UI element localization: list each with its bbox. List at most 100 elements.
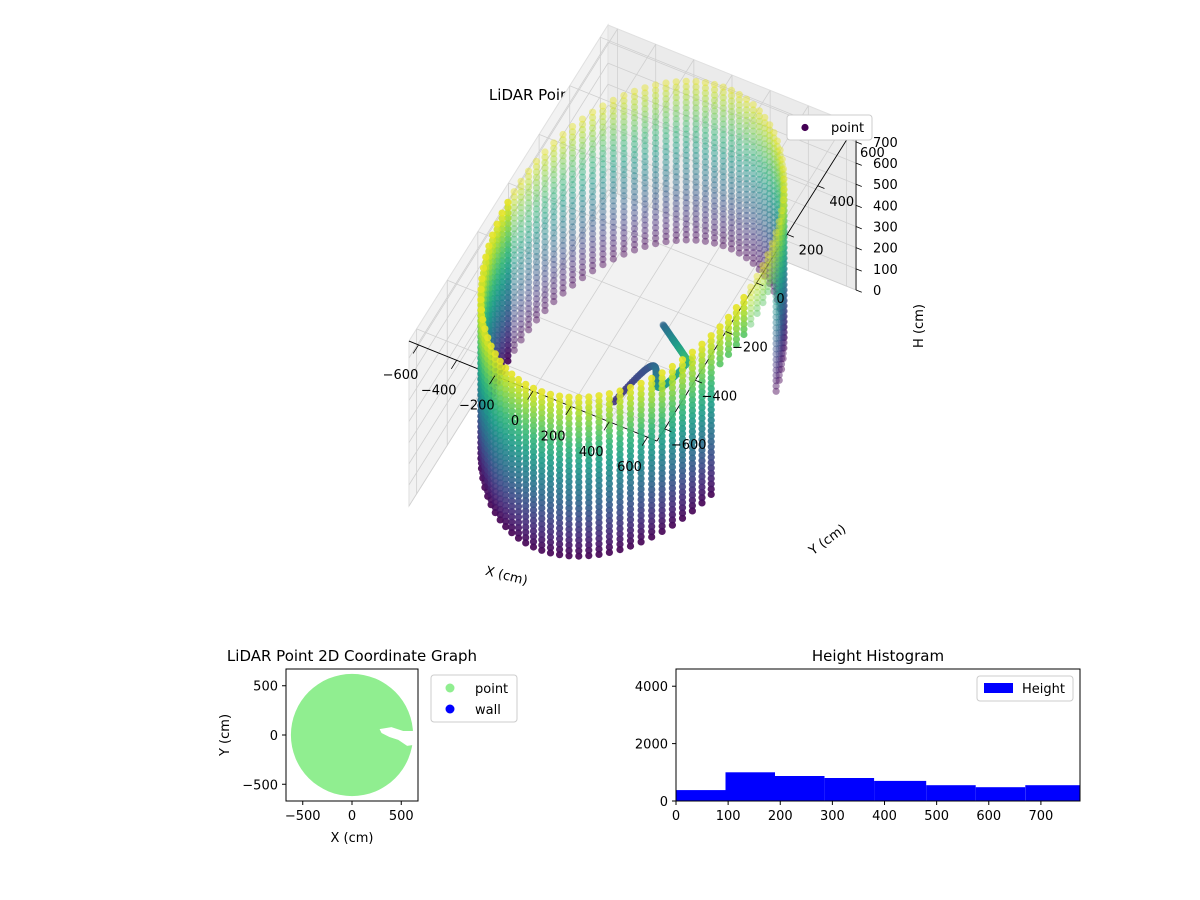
point	[599, 171, 607, 179]
point	[578, 173, 587, 181]
point	[701, 237, 710, 245]
point	[740, 299, 748, 307]
point	[682, 231, 690, 239]
point	[753, 283, 761, 291]
point	[546, 443, 555, 451]
point	[773, 237, 781, 246]
point	[637, 422, 645, 430]
point	[541, 238, 549, 246]
point	[595, 513, 603, 522]
point	[710, 213, 719, 221]
point	[575, 446, 583, 454]
chart-histogram-title: Height Histogram	[812, 647, 944, 665]
point	[504, 320, 512, 328]
point	[701, 206, 710, 214]
point	[510, 209, 518, 217]
point	[589, 240, 597, 248]
point	[732, 325, 741, 333]
point	[589, 182, 597, 190]
point	[637, 411, 645, 419]
point	[766, 232, 774, 240]
point	[779, 318, 788, 326]
point	[546, 544, 555, 552]
point	[514, 476, 523, 484]
point	[742, 201, 751, 209]
point	[502, 401, 510, 409]
point	[735, 212, 743, 220]
point	[502, 501, 510, 510]
point	[772, 292, 780, 300]
point	[662, 90, 670, 98]
point	[710, 154, 719, 163]
point	[532, 205, 541, 213]
point	[710, 197, 719, 205]
point	[599, 150, 607, 158]
point	[559, 136, 567, 144]
point	[620, 229, 628, 237]
point	[565, 414, 573, 422]
point	[662, 195, 670, 203]
point	[772, 234, 780, 242]
point	[529, 411, 538, 419]
point	[777, 328, 786, 336]
point	[770, 266, 778, 274]
point	[504, 357, 512, 365]
point	[529, 501, 538, 509]
point	[652, 118, 660, 126]
point	[749, 243, 757, 251]
point	[678, 461, 687, 469]
point	[707, 363, 715, 372]
point	[719, 146, 727, 155]
point	[550, 282, 558, 290]
point	[550, 245, 558, 253]
point	[777, 334, 786, 342]
point	[620, 118, 628, 126]
point	[496, 500, 504, 508]
point	[780, 212, 788, 220]
point	[724, 334, 733, 343]
point	[599, 112, 607, 121]
point	[556, 524, 564, 532]
point	[595, 418, 603, 426]
point	[749, 191, 757, 199]
point	[779, 175, 788, 184]
point	[776, 294, 784, 302]
point	[678, 493, 687, 501]
point	[776, 225, 784, 233]
point	[550, 171, 558, 179]
point	[678, 477, 687, 485]
point	[701, 121, 710, 129]
point	[620, 171, 628, 179]
point	[589, 251, 597, 259]
point	[662, 132, 670, 140]
point	[779, 296, 787, 304]
point	[648, 390, 656, 398]
point	[719, 173, 727, 181]
point	[569, 271, 577, 279]
point	[779, 271, 788, 279]
point	[605, 453, 614, 461]
point	[652, 208, 660, 216]
point	[585, 419, 593, 427]
point	[678, 403, 687, 411]
point	[692, 173, 700, 181]
point	[565, 541, 573, 549]
point	[529, 442, 538, 451]
point	[589, 166, 597, 174]
point	[780, 302, 788, 310]
point	[766, 227, 774, 235]
point	[502, 459, 510, 467]
y-tick-mark	[817, 185, 825, 189]
point	[698, 483, 706, 491]
point	[777, 238, 786, 246]
point	[755, 260, 763, 268]
point	[626, 389, 635, 397]
point	[565, 393, 573, 401]
point	[525, 299, 533, 307]
point	[532, 268, 541, 276]
point	[742, 106, 751, 114]
point	[755, 244, 763, 252]
point	[778, 198, 786, 206]
point	[772, 329, 780, 337]
point	[780, 238, 788, 246]
